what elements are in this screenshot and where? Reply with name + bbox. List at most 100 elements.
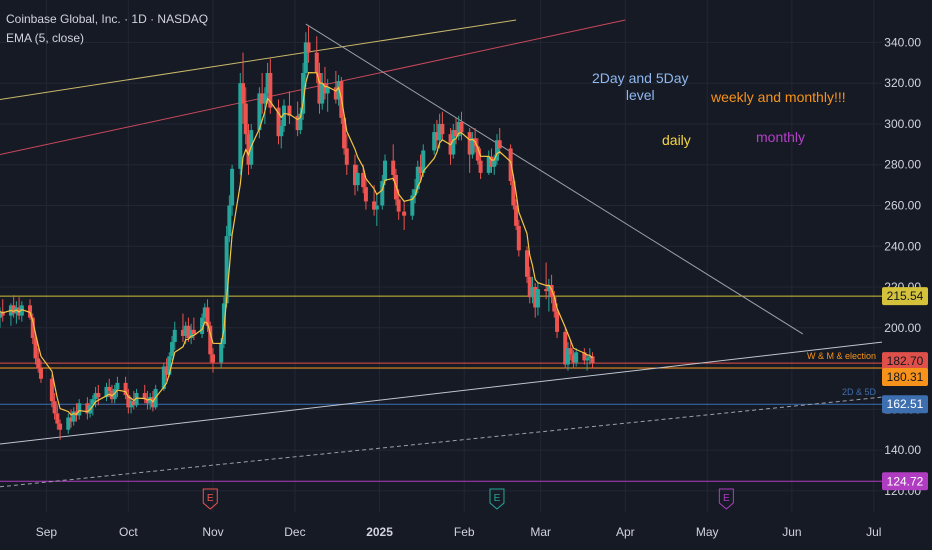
candle-body bbox=[241, 83, 246, 104]
candle-body bbox=[336, 81, 341, 100]
candle bbox=[470, 132, 475, 159]
candle-body bbox=[180, 329, 185, 336]
ema-indicator bbox=[0, 71, 593, 416]
candle-body bbox=[49, 378, 54, 402]
candle-body bbox=[568, 348, 573, 355]
note-daily[interactable]: daily bbox=[662, 132, 691, 149]
candle-body bbox=[391, 160, 396, 175]
time-axis[interactable]: Sep Oct Nov Dec 2025 Feb Mar Apr May Jun Jul bbox=[36, 525, 882, 539]
candle-body bbox=[38, 368, 43, 379]
candle-body bbox=[530, 287, 535, 298]
candle-body bbox=[219, 344, 224, 363]
candle bbox=[454, 117, 459, 145]
candle-body bbox=[355, 172, 360, 186]
trendline-upper-channel-red bbox=[0, 19, 626, 156]
candle-body bbox=[134, 393, 139, 406]
candle-body bbox=[205, 307, 210, 326]
candle bbox=[489, 148, 494, 173]
candle bbox=[241, 52, 246, 124]
note-daily-text: daily bbox=[662, 132, 691, 148]
note-2day-5day[interactable]: 2Day and 5Day level bbox=[592, 70, 689, 104]
ema-line bbox=[0, 71, 593, 416]
candle bbox=[511, 174, 516, 210]
candle-body bbox=[279, 126, 284, 137]
candle-body bbox=[489, 156, 494, 167]
candle bbox=[28, 299, 33, 320]
candle-body bbox=[582, 352, 587, 361]
candle-body bbox=[380, 181, 385, 206]
candle bbox=[38, 360, 43, 383]
earnings-letter: E bbox=[723, 493, 730, 504]
candle-body bbox=[322, 83, 327, 94]
candle-body bbox=[238, 83, 243, 169]
candle-body bbox=[434, 132, 439, 141]
candle bbox=[93, 386, 98, 408]
candle-body bbox=[227, 205, 232, 237]
candle-body bbox=[90, 399, 95, 406]
candle-body bbox=[361, 172, 366, 188]
candle-body bbox=[276, 107, 281, 137]
line-labels: W & M & election 2D & 5D bbox=[807, 351, 877, 397]
wm-election-label: W & M & election bbox=[807, 351, 876, 361]
price-tag-box bbox=[882, 472, 928, 491]
candle-body bbox=[432, 132, 437, 151]
x-tick-label: May bbox=[696, 525, 719, 539]
candle bbox=[402, 201, 407, 230]
candle-body bbox=[396, 199, 401, 212]
candle bbox=[58, 419, 63, 440]
candle-body bbox=[85, 403, 90, 414]
x-tick-label: 2025 bbox=[366, 525, 393, 539]
x-tick-label: Dec bbox=[284, 525, 305, 539]
candle bbox=[202, 303, 207, 322]
candle-body bbox=[363, 187, 368, 202]
candle-body bbox=[585, 358, 590, 361]
candle bbox=[129, 397, 134, 414]
candle-body bbox=[456, 121, 461, 137]
candle-body bbox=[301, 73, 306, 114]
candle-body bbox=[563, 331, 568, 365]
candle-body bbox=[418, 166, 423, 173]
candle bbox=[322, 66, 327, 100]
candle-body bbox=[478, 160, 483, 173]
candle bbox=[530, 276, 535, 304]
candle bbox=[525, 246, 530, 283]
symbol-title[interactable]: Coinbase Global, Inc. · 1D · NASDAQ bbox=[6, 12, 209, 26]
note-monthly[interactable]: monthly bbox=[756, 129, 805, 146]
candle bbox=[52, 393, 57, 420]
candle bbox=[535, 282, 540, 316]
candle-body bbox=[486, 156, 491, 173]
candle bbox=[227, 195, 232, 243]
candle-body bbox=[410, 195, 415, 216]
candle bbox=[104, 382, 109, 402]
candle bbox=[276, 99, 281, 145]
price-tag: 162.51 bbox=[882, 395, 928, 414]
x-tick-label: Jun bbox=[782, 525, 801, 539]
note-weekly-monthly-text: weekly and monthly!!! bbox=[711, 89, 846, 105]
candle-body bbox=[437, 123, 442, 141]
note-weekly-monthly[interactable]: weekly and monthly!!! bbox=[711, 89, 846, 106]
candle-body bbox=[58, 423, 63, 430]
candle bbox=[418, 154, 423, 182]
candle-body bbox=[208, 325, 213, 355]
candle bbox=[170, 335, 175, 361]
candle bbox=[221, 297, 226, 349]
price-tag-box bbox=[882, 352, 928, 371]
candle bbox=[317, 62, 322, 114]
candle-body bbox=[451, 130, 456, 155]
earnings-letter: E bbox=[207, 493, 214, 504]
candle-body bbox=[230, 168, 235, 206]
2d-5d-label: 2D & 5D bbox=[842, 387, 877, 397]
indicator-legend[interactable]: EMA (5, close) bbox=[6, 31, 85, 45]
candle bbox=[85, 397, 90, 420]
price-tag: 124.72 bbox=[882, 472, 928, 491]
candle bbox=[11, 295, 16, 318]
candle bbox=[333, 70, 338, 104]
candle bbox=[281, 99, 286, 133]
trendline-upper-channel-yellow bbox=[0, 19, 517, 100]
x-tick-label: Feb bbox=[454, 525, 475, 539]
candle bbox=[298, 107, 303, 135]
price-tag-box bbox=[882, 395, 928, 414]
x-tick-label: Mar bbox=[530, 525, 551, 539]
